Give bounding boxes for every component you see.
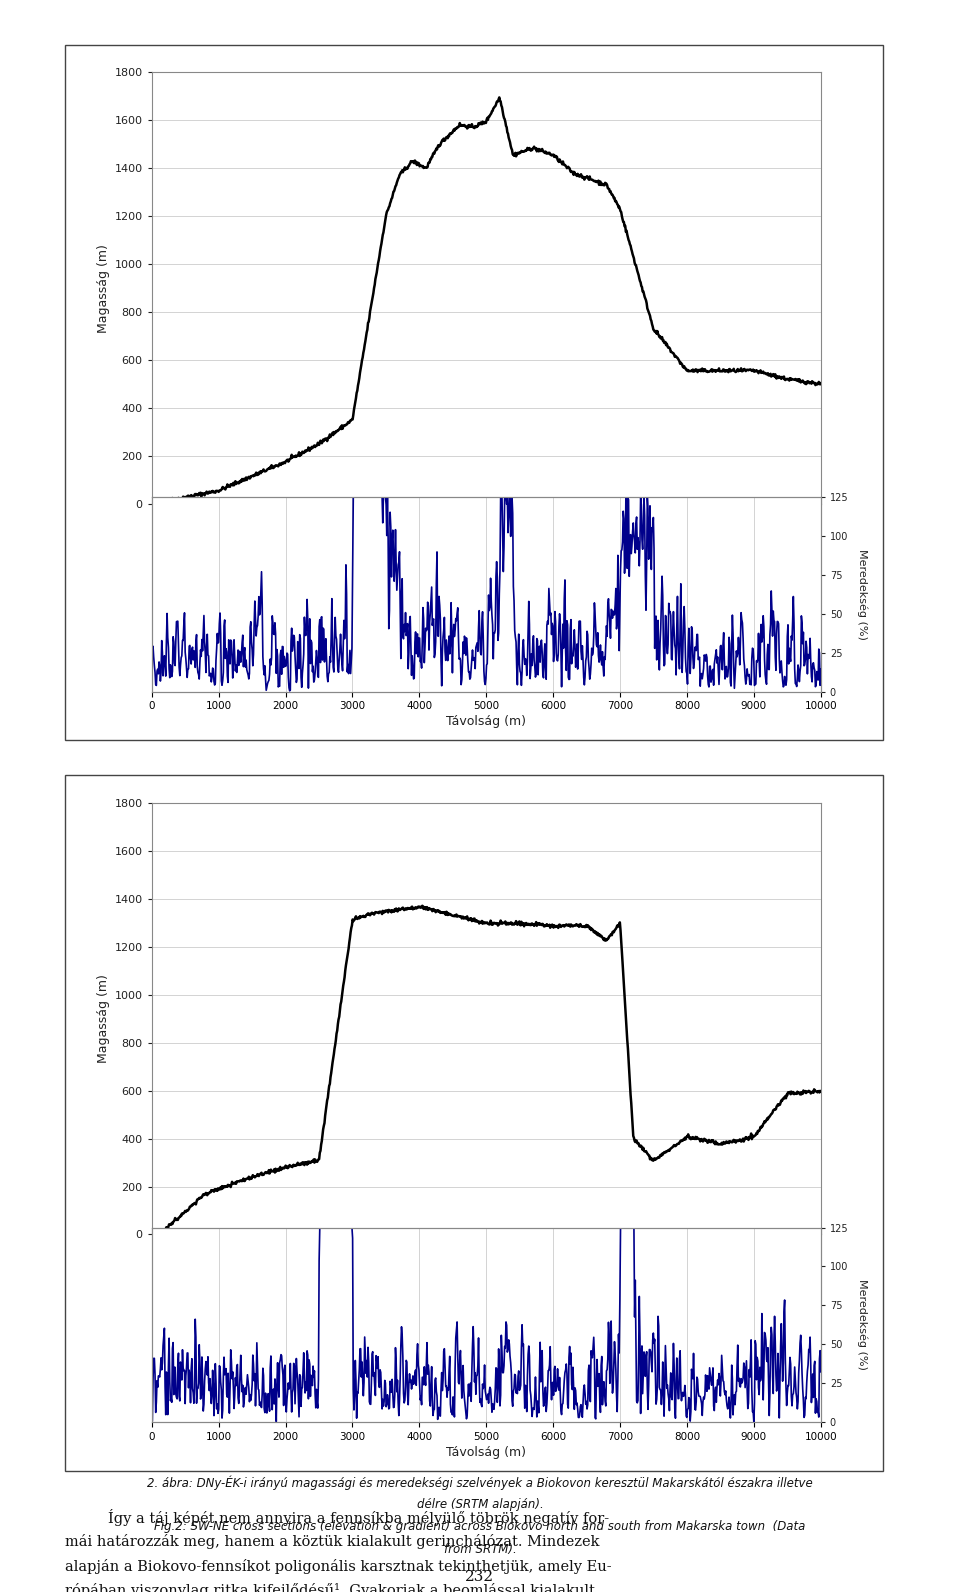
Text: rópában viszonylag ritka kifejlődésű¹. Gyakoriak a beomlással kialakult: rópában viszonylag ritka kifejlődésű¹. G… xyxy=(65,1582,595,1592)
Text: mái határozzák meg, hanem a köztük kialakult gerinchálózat. Mindezek: mái határozzák meg, hanem a köztük kiala… xyxy=(65,1535,600,1549)
Y-axis label: Magasság (m): Magasság (m) xyxy=(97,974,110,1063)
Text: Így a táj képét nem annyira a fennsíkba mélyülő töbrök negatív for-: Így a táj képét nem annyira a fennsíkba … xyxy=(108,1509,610,1527)
Y-axis label: Magasság (m): Magasság (m) xyxy=(97,244,110,333)
Text: 2. ábra: DNy-ÉK-i irányú magassági és meredekségi szelvények a Biokovon keresztü: 2. ábra: DNy-ÉK-i irányú magassági és me… xyxy=(147,1476,813,1490)
Text: Fig.2: SW-NE cross sections (elevation & gradient) across Biokovo north and sout: Fig.2: SW-NE cross sections (elevation &… xyxy=(155,1520,805,1533)
Y-axis label: Meredekség (%): Meredekség (%) xyxy=(857,1280,868,1371)
X-axis label: Távolság (m): Távolság (m) xyxy=(446,1446,526,1460)
Text: délre (SRTM alapján).: délre (SRTM alapján). xyxy=(417,1498,543,1511)
Text: alapján a Biokovo-fennsíkot poligonális karsztnak tekinthetjük, amely Eu-: alapján a Biokovo-fennsíkot poligonális … xyxy=(65,1559,612,1573)
Text: from SRTM).: from SRTM). xyxy=(444,1543,516,1555)
X-axis label: Távolság (m): Távolság (m) xyxy=(446,715,526,729)
Text: 232: 232 xyxy=(466,1570,494,1584)
Y-axis label: Meredekség (%): Meredekség (%) xyxy=(857,549,868,640)
